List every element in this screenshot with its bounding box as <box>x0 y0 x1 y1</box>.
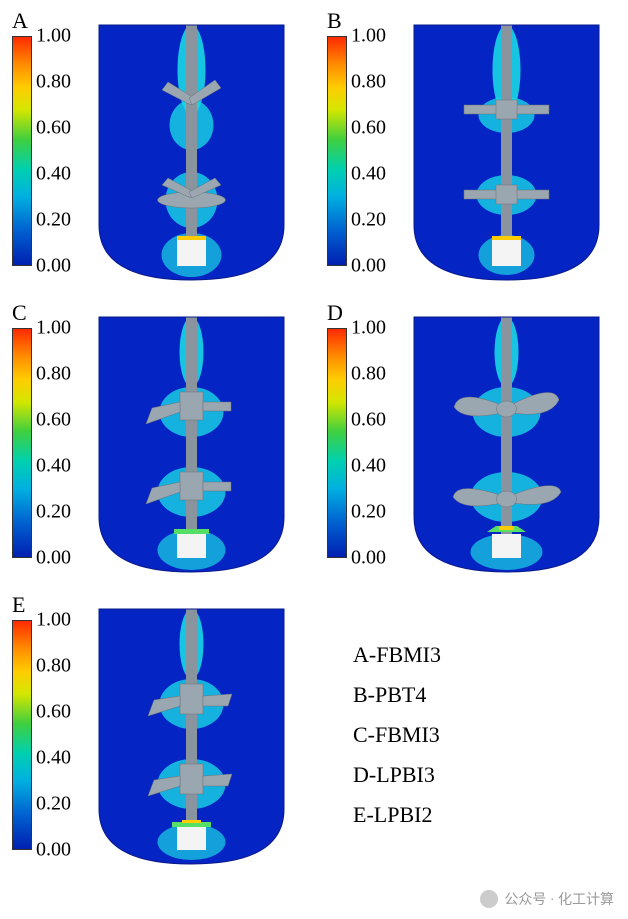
tick: 0.60 <box>351 409 386 432</box>
watermark-text: 公众号 · 化工计算 <box>504 889 614 909</box>
panel-a: A 1.00 0.80 0.60 0.40 0.20 0.00 <box>8 8 303 288</box>
row-3: E 1.00 0.80 0.60 0.40 0.20 0.00 <box>8 592 620 872</box>
vessel-contour <box>94 20 289 285</box>
colorbar-gradient <box>12 36 32 266</box>
colorbar: 1.00 0.80 0.60 0.40 0.20 0.00 <box>327 36 405 266</box>
colorbar: 1.00 0.80 0.60 0.40 0.20 0.00 <box>12 620 90 850</box>
panel-label: B <box>327 8 342 34</box>
tick: 1.00 <box>36 25 71 48</box>
colorbar-gradient <box>327 36 347 266</box>
row-1: A 1.00 0.80 0.60 0.40 0.20 0.00 <box>8 8 620 288</box>
watermark: 公众号 · 化工计算 <box>480 889 614 909</box>
legend-line: C-FBMI3 <box>353 722 593 748</box>
tick: 0.60 <box>36 701 71 724</box>
panel-e: E 1.00 0.80 0.60 0.40 0.20 0.00 <box>8 592 303 872</box>
colorbar-gradient <box>12 620 32 850</box>
panel-label: E <box>12 592 25 618</box>
tick: 0.20 <box>36 501 71 524</box>
tick: 0.40 <box>36 455 71 478</box>
tick: 0.40 <box>351 455 386 478</box>
tick: 0.60 <box>351 117 386 140</box>
colorbar: 1.00 0.80 0.60 0.40 0.20 0.00 <box>12 328 90 558</box>
panel-c: C 1.00 0.80 0.60 0.40 0.20 0.00 <box>8 300 303 580</box>
tick: 0.00 <box>36 839 71 862</box>
tick: 0.80 <box>36 71 71 94</box>
colorbar: 1.00 0.80 0.60 0.40 0.20 0.00 <box>12 36 90 266</box>
tick: 0.80 <box>351 363 386 386</box>
tick: 0.00 <box>36 255 71 278</box>
tick: 0.20 <box>36 793 71 816</box>
vessel-contour <box>409 312 604 577</box>
colorbar-gradient <box>12 328 32 558</box>
vessel-contour <box>94 604 289 869</box>
tick: 0.80 <box>36 655 71 678</box>
row-2: C 1.00 0.80 0.60 0.40 0.20 0.00 <box>8 300 620 580</box>
tick: 0.20 <box>351 209 386 232</box>
vessel-contour <box>94 312 289 577</box>
panel-label: C <box>12 300 27 326</box>
legend: A-FBMI3 B-PBT4 C-FBMI3 D-LPBI3 E-LPBI2 <box>353 642 593 842</box>
tick: 0.20 <box>36 209 71 232</box>
vessel-contour <box>409 20 604 285</box>
tick: 0.40 <box>36 747 71 770</box>
tick: 1.00 <box>36 317 71 340</box>
tick: 1.00 <box>36 609 71 632</box>
wechat-icon <box>480 890 498 908</box>
legend-line: D-LPBI3 <box>353 762 593 788</box>
tick: 1.00 <box>351 25 386 48</box>
tick: 0.80 <box>351 71 386 94</box>
tick: 0.60 <box>36 117 71 140</box>
tick: 0.20 <box>351 501 386 524</box>
colorbar: 1.00 0.80 0.60 0.40 0.20 0.00 <box>327 328 405 558</box>
figure-grid: A 1.00 0.80 0.60 0.40 0.20 0.00 <box>8 8 620 884</box>
tick: 0.40 <box>351 163 386 186</box>
tick: 0.40 <box>36 163 71 186</box>
tick: 0.00 <box>36 547 71 570</box>
panel-label: D <box>327 300 343 326</box>
legend-line: A-FBMI3 <box>353 642 593 668</box>
tick: 0.60 <box>36 409 71 432</box>
colorbar-gradient <box>327 328 347 558</box>
tick: 0.00 <box>351 547 386 570</box>
tick: 0.00 <box>351 255 386 278</box>
panel-label: A <box>12 8 28 34</box>
legend-line: B-PBT4 <box>353 682 593 708</box>
panel-b: B 1.00 0.80 0.60 0.40 0.20 0.00 <box>323 8 618 288</box>
tick: 1.00 <box>351 317 386 340</box>
legend-panel: A-FBMI3 B-PBT4 C-FBMI3 D-LPBI3 E-LPBI2 <box>323 592 618 872</box>
panel-d: D 1.00 0.80 0.60 0.40 0.20 0.00 <box>323 300 618 580</box>
legend-line: E-LPBI2 <box>353 802 593 828</box>
tick: 0.80 <box>36 363 71 386</box>
